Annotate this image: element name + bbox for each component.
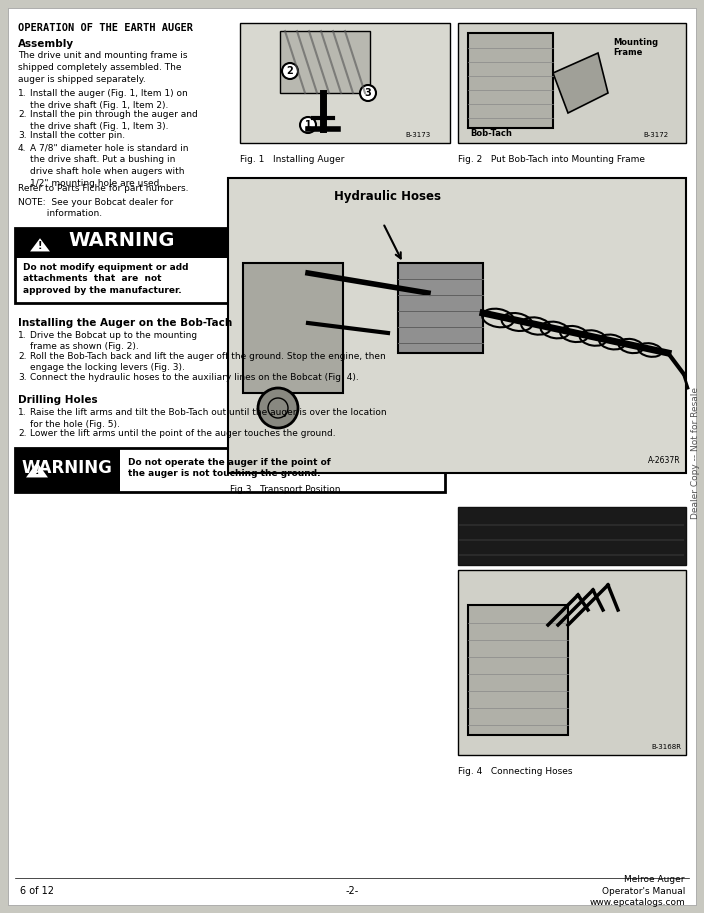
Text: WARNING: WARNING: [68, 231, 175, 250]
Polygon shape: [24, 460, 50, 478]
Text: Installing the Auger on the Bob-Tach: Installing the Auger on the Bob-Tach: [18, 318, 232, 328]
Text: B-3168R: B-3168R: [651, 744, 681, 750]
FancyBboxPatch shape: [468, 605, 568, 735]
FancyBboxPatch shape: [280, 31, 370, 93]
Circle shape: [360, 85, 376, 101]
Text: 2.: 2.: [18, 110, 27, 119]
Text: 3.: 3.: [18, 131, 27, 140]
Text: Assembly: Assembly: [18, 39, 74, 49]
Text: Refer to Parts Fiche for part numbers.: Refer to Parts Fiche for part numbers.: [18, 184, 189, 193]
Text: Install the cotter pin.: Install the cotter pin.: [30, 131, 125, 140]
Text: Fig.3   Transport Position: Fig.3 Transport Position: [230, 485, 341, 494]
Circle shape: [282, 63, 298, 79]
Text: Connect the hydraulic hoses to the auxiliary lines on the Bobcat (Fig. 4).: Connect the hydraulic hoses to the auxil…: [30, 373, 359, 382]
FancyBboxPatch shape: [458, 23, 686, 143]
Text: Bob-Tach: Bob-Tach: [470, 129, 512, 138]
Text: The drive unit and mounting frame is
shipped completely assembled. The
auger is : The drive unit and mounting frame is shi…: [18, 51, 187, 84]
Polygon shape: [553, 53, 608, 113]
Text: Drive the Bobcat up to the mounting
frame as shown (Fig. 2).: Drive the Bobcat up to the mounting fram…: [30, 331, 197, 352]
Text: Melroe Auger
Operator's Manual
www.epcatalogs.com: Melroe Auger Operator's Manual www.epcat…: [589, 875, 685, 908]
Circle shape: [258, 388, 298, 428]
Text: Drilling Holes: Drilling Holes: [18, 395, 98, 405]
Text: 4.: 4.: [18, 143, 27, 152]
FancyBboxPatch shape: [458, 507, 686, 565]
FancyBboxPatch shape: [15, 227, 230, 257]
Text: OPERATION OF THE EARTH AUGER: OPERATION OF THE EARTH AUGER: [18, 23, 193, 33]
Text: WARNING: WARNING: [22, 458, 113, 477]
Text: B-3173: B-3173: [405, 132, 430, 138]
Polygon shape: [28, 236, 52, 253]
Text: 3.: 3.: [18, 373, 27, 382]
Text: Fig. 2   Put Bob-Tach into Mounting Frame: Fig. 2 Put Bob-Tach into Mounting Frame: [458, 155, 645, 164]
FancyBboxPatch shape: [468, 33, 553, 128]
Text: 2.: 2.: [18, 429, 27, 438]
Text: 3: 3: [365, 88, 372, 98]
Text: 1: 1: [305, 120, 311, 130]
Text: Raise the lift arms and tilt the Bob-Tach out until the auger is over the locati: Raise the lift arms and tilt the Bob-Tac…: [30, 408, 386, 429]
Text: 6 of 12: 6 of 12: [20, 886, 54, 896]
Text: Hydraulic Hoses: Hydraulic Hoses: [334, 190, 441, 203]
FancyBboxPatch shape: [15, 227, 230, 302]
Text: NOTE:  See your Bobcat dealer for
          information.: NOTE: See your Bobcat dealer for informa…: [18, 197, 173, 218]
FancyBboxPatch shape: [228, 178, 686, 473]
Text: 2: 2: [287, 66, 294, 76]
Text: 2.: 2.: [18, 352, 27, 361]
FancyBboxPatch shape: [15, 447, 120, 491]
Text: 1.: 1.: [18, 89, 27, 98]
Text: Do not operate the auger if the point of
the auger is not touching the ground.: Do not operate the auger if the point of…: [128, 457, 331, 478]
Text: Fig. 1   Installing Auger: Fig. 1 Installing Auger: [240, 155, 344, 164]
Text: 1.: 1.: [18, 331, 27, 340]
Text: Fig. 4   Connecting Hoses: Fig. 4 Connecting Hoses: [458, 767, 572, 776]
Text: Dealer Copy -- Not for Resale: Dealer Copy -- Not for Resale: [691, 387, 700, 519]
FancyBboxPatch shape: [243, 263, 343, 393]
Text: Mounting
Frame: Mounting Frame: [613, 38, 658, 58]
FancyBboxPatch shape: [398, 263, 483, 353]
Text: Install the auger (Fig. 1, Item 1) on
the drive shaft (Fig. 1, Item 2).: Install the auger (Fig. 1, Item 1) on th…: [30, 89, 188, 110]
FancyBboxPatch shape: [15, 447, 445, 491]
FancyBboxPatch shape: [240, 23, 450, 143]
Text: A 7/8" diameter hole is standard in
the drive shaft. Put a bushing in
drive shaf: A 7/8" diameter hole is standard in the …: [30, 143, 189, 188]
Text: Lower the lift arms until the point of the auger touches the ground.: Lower the lift arms until the point of t…: [30, 429, 336, 438]
Text: !: !: [34, 466, 39, 476]
Text: -2-: -2-: [346, 886, 358, 896]
Text: 1.: 1.: [18, 408, 27, 417]
FancyBboxPatch shape: [8, 8, 696, 905]
Text: Install the pin through the auger and
the drive shaft (Fig. 1, Item 3).: Install the pin through the auger and th…: [30, 110, 198, 131]
Text: !: !: [38, 240, 42, 250]
Text: Do not modify equipment or add
attachments  that  are  not
approved by the manuf: Do not modify equipment or add attachmen…: [23, 263, 189, 295]
Circle shape: [300, 117, 316, 133]
Text: A-2637R: A-2637R: [648, 456, 681, 465]
Text: Roll the Bob-Tach back and lift the auger off the ground. Stop the engine, then
: Roll the Bob-Tach back and lift the auge…: [30, 352, 386, 373]
FancyBboxPatch shape: [458, 570, 686, 755]
Text: B-3172: B-3172: [643, 132, 668, 138]
